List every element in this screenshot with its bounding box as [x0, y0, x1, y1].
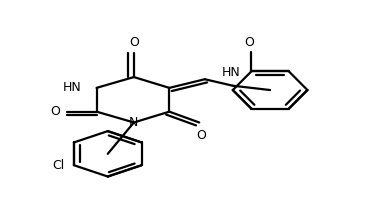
Text: HN: HN	[63, 81, 82, 94]
Text: O: O	[129, 35, 139, 49]
Text: O: O	[196, 129, 206, 142]
Text: N: N	[129, 116, 139, 129]
Text: O: O	[50, 105, 60, 118]
Text: HN: HN	[221, 66, 240, 79]
Text: O: O	[245, 36, 255, 49]
Text: Cl: Cl	[52, 159, 65, 172]
